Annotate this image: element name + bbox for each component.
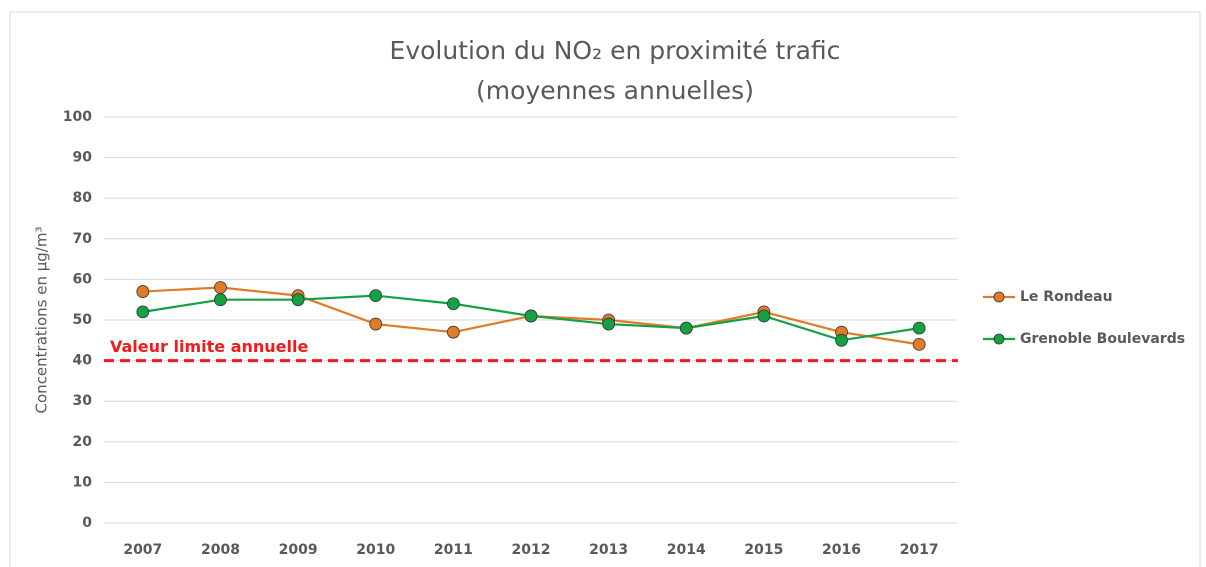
data-point (757, 309, 771, 323)
y-tick-label: 40 (73, 353, 93, 369)
data-point (136, 305, 150, 319)
chart-title: (moyennes annuelles) (476, 76, 754, 105)
data-point (136, 285, 150, 298)
y-axis-label: Concentrations en µg/m³ (33, 227, 51, 414)
y-tick-label: 50 (73, 312, 93, 328)
data-point (524, 309, 538, 323)
chart-title: Evolution du NO₂ en proximité trafic (390, 36, 841, 65)
y-tick-label: 90 (73, 150, 93, 166)
y-tick-label: 100 (63, 109, 92, 125)
data-point (369, 317, 383, 331)
x-tick-label: 2010 (356, 542, 395, 558)
data-point (835, 333, 848, 347)
x-tick-label: 2016 (822, 542, 861, 558)
data-point (214, 281, 227, 294)
data-point (679, 321, 693, 335)
y-tick-label: 30 (73, 393, 93, 409)
x-tick-label: 2009 (279, 542, 318, 558)
y-tick-label: 10 (73, 474, 93, 490)
y-tick-label: 60 (73, 271, 93, 287)
data-point (912, 321, 926, 335)
y-tick-label: 70 (73, 231, 93, 247)
x-tick-label: 2014 (667, 542, 706, 558)
x-tick-label: 2011 (434, 542, 473, 558)
legend-marker (993, 333, 1005, 345)
data-point (369, 289, 383, 303)
chart-border (9, 11, 1201, 567)
data-point (602, 317, 616, 331)
data-point (912, 337, 926, 351)
limit-label: Valeur limite annuelle (110, 337, 308, 356)
x-tick-label: 2012 (512, 542, 551, 558)
x-tick-label: 2017 (900, 542, 939, 558)
y-tick-label: 20 (73, 434, 93, 450)
data-point (446, 325, 460, 339)
x-tick-label: 2015 (744, 542, 783, 558)
legend-marker (993, 291, 1005, 303)
data-point (214, 293, 227, 307)
x-tick-label: 2008 (201, 542, 240, 558)
y-tick-label: 0 (82, 515, 92, 531)
y-tick-label: 80 (73, 190, 93, 206)
data-point (446, 297, 460, 311)
data-point (291, 293, 305, 307)
legend-label: Le Rondeau (1020, 289, 1113, 305)
legend-label: Grenoble Boulevards (1020, 331, 1185, 347)
x-tick-label: 2007 (123, 542, 162, 558)
x-tick-label: 2013 (589, 542, 628, 558)
